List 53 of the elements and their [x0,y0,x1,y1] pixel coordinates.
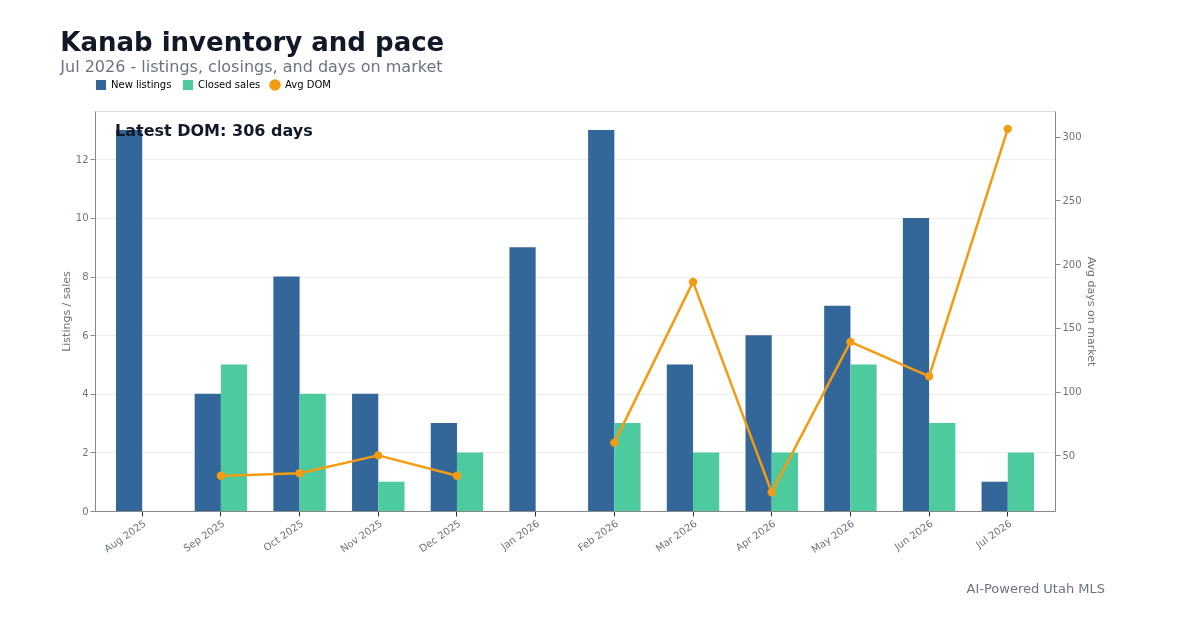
point [295,469,304,478]
point [216,471,226,480]
point [610,438,619,447]
y2-tick-label: 250 [1062,194,1082,206]
legend-label: New listings [111,79,172,90]
bar [220,364,248,511]
bar [614,423,641,511]
chart-subtitle: Jul 2026 - listings, closings, and days on market [59,57,443,76]
y-tick-label: 8 [82,271,89,283]
bar [299,393,326,511]
point [924,372,934,381]
bar [666,364,694,511]
legend-label: Closed sales [198,79,261,90]
y-tick-label: 0 [82,505,89,517]
bar [771,452,798,511]
y-tick-label: 4 [82,388,89,400]
y-tick-label: 6 [82,329,89,341]
bar [588,130,615,511]
y2-tick-label: 200 [1062,258,1082,270]
text: AI-Powered Utah MLS [966,581,1105,596]
legend-label: Avg DOM [285,79,331,90]
annotation: Latest DOM: 306 days [115,121,313,140]
point [846,337,855,347]
bar [509,247,536,511]
point [767,488,776,497]
bar [378,481,405,511]
bar [745,335,772,511]
bar [929,423,956,511]
bar [1007,452,1035,511]
point [1003,124,1012,134]
y2-tick-label: 300 [1062,131,1082,143]
bar [693,452,720,511]
y-tick-label: 2 [82,446,89,458]
y-tick-label: 12 [75,153,89,165]
y2-axis-title: Avg days on market [1084,256,1098,367]
y-tick-label: 10 [75,212,89,224]
chart-title: Kanab inventory and pace [60,27,445,57]
y2-tick-label: 100 [1062,386,1082,398]
bar [273,276,300,511]
y-axis-title: Listings / sales [59,270,73,352]
y2-tick-label: 50 [1062,449,1076,461]
bar [430,423,457,511]
bar [850,364,877,511]
point [452,471,462,480]
y2-tick-label: 150 [1062,322,1082,334]
bar [824,305,851,511]
point [374,451,383,460]
bar [902,217,930,511]
point [688,277,698,287]
bar [352,393,379,511]
bar [456,452,484,511]
bar [981,481,1008,511]
bar [194,393,221,511]
